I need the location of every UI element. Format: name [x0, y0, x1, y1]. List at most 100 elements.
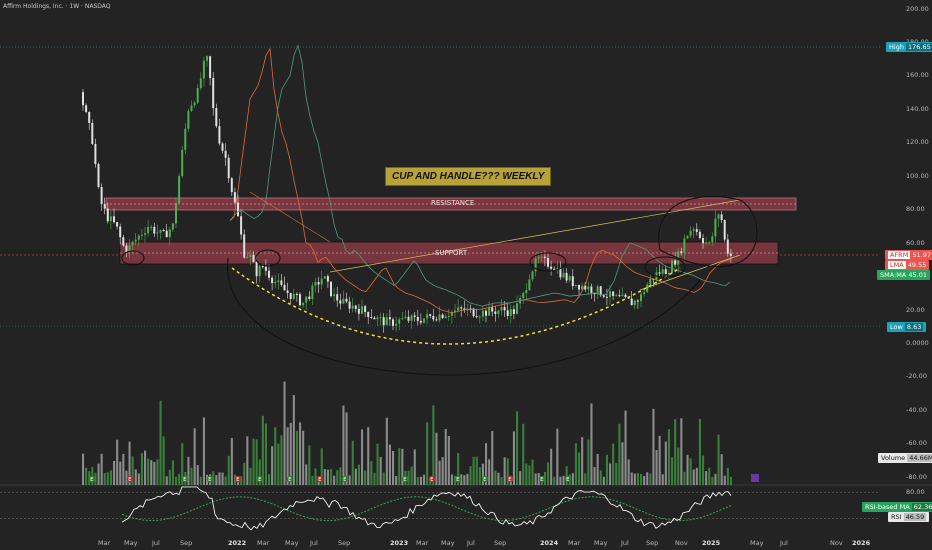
lma-line	[229, 47, 731, 313]
volume-bar	[295, 430, 298, 485]
candle-body	[525, 290, 528, 294]
candle-body	[100, 187, 103, 205]
candle-body	[348, 301, 351, 309]
candle-body	[540, 256, 543, 258]
candle-body	[463, 308, 466, 311]
earnings-marker	[286, 475, 294, 483]
afrm-price-tag: AFRM 51.97	[885, 250, 932, 260]
candle-body	[410, 315, 413, 321]
candle-body	[404, 316, 407, 319]
volume-bar	[140, 453, 143, 485]
volume-bar	[339, 467, 342, 485]
volume-bar	[599, 470, 602, 485]
price-tick: 20.00	[906, 305, 925, 314]
candle-body	[450, 311, 453, 316]
time-tick: Sep	[646, 539, 659, 547]
volume-bar	[379, 457, 382, 485]
candle-body	[537, 257, 540, 259]
time-tick: Nov	[830, 539, 843, 547]
candle-body	[574, 284, 577, 287]
volume-bar	[314, 468, 317, 485]
volume-bar	[150, 460, 153, 485]
sma-line	[229, 44, 731, 307]
candle-body	[150, 226, 153, 228]
low-label: Low	[890, 323, 903, 331]
time-tick: Jul	[621, 539, 629, 547]
volume-bar	[553, 476, 556, 485]
candle-body	[357, 308, 360, 314]
volume-bar	[692, 469, 695, 485]
candle-body	[153, 226, 156, 234]
volume-bar	[82, 453, 85, 485]
volume-bar	[432, 405, 435, 485]
volume-bar	[165, 476, 168, 485]
volume-bar	[159, 400, 162, 485]
earnings-marker-label: E	[208, 477, 211, 483]
candle-body	[454, 310, 456, 312]
cup-handle-note[interactable]: CUP AND HANDLE??? WEEKLY	[385, 167, 552, 186]
volume-bar	[230, 438, 233, 485]
candle-body	[478, 316, 481, 318]
candle-body	[305, 296, 308, 303]
cup-curve	[231, 267, 681, 345]
time-tick: 2026	[852, 539, 871, 547]
volume-bar	[283, 381, 286, 485]
candle-body	[692, 229, 695, 231]
volume-bar	[450, 474, 453, 485]
candle-body	[175, 202, 177, 224]
volume-bar	[488, 459, 491, 485]
candle-body	[91, 122, 94, 144]
volume-bar	[661, 474, 664, 485]
candle-body	[323, 276, 326, 279]
candle-body	[516, 303, 518, 314]
candle-body	[633, 300, 636, 306]
candle-body	[336, 294, 339, 301]
candle-body	[193, 102, 196, 106]
volume-bar	[249, 467, 252, 485]
earnings-marker	[538, 475, 546, 483]
volume-bar	[221, 472, 224, 485]
volume-bar	[463, 475, 466, 485]
time-tick: May	[750, 539, 764, 547]
candle-body	[224, 150, 227, 158]
rsi-ma-label: RSI-based MA	[865, 503, 910, 511]
candle-body	[292, 294, 295, 299]
volume-bar	[224, 476, 227, 485]
volume-bar	[116, 439, 119, 485]
candle-body	[302, 302, 305, 306]
candle-body	[283, 284, 286, 291]
candle-body	[674, 260, 677, 265]
price-tick: 200.00	[906, 4, 929, 13]
volume-bar	[289, 422, 292, 485]
earnings-marker-label: E	[90, 477, 93, 483]
candle-body	[401, 318, 404, 320]
volume-bar	[94, 472, 97, 485]
support-touch-circle-4	[644, 256, 686, 278]
volume-bar	[698, 418, 701, 485]
support-touch-circle-1	[121, 250, 145, 266]
candle-body	[202, 60, 205, 79]
volume-bar	[729, 476, 732, 485]
volume-bar	[562, 475, 565, 485]
earnings-marker-label: E	[318, 477, 321, 483]
candle-body	[243, 234, 246, 258]
volume-bar	[609, 463, 612, 485]
earnings-marker	[401, 475, 409, 483]
volume-bar	[147, 458, 150, 485]
volume-bar	[630, 472, 633, 485]
lma-label: LMA	[888, 261, 906, 269]
volume-bar	[469, 466, 472, 485]
volume-bar	[153, 462, 156, 485]
price-tick: 100.00	[906, 171, 929, 180]
volume-bar	[345, 412, 348, 485]
candle-body	[457, 307, 460, 311]
candle-body	[708, 242, 711, 244]
earnings-marker	[256, 475, 264, 483]
volume-bar	[460, 474, 463, 485]
volume-bar	[308, 445, 311, 485]
volume-bar	[106, 472, 109, 485]
candle-body	[199, 78, 202, 89]
candle-body	[190, 105, 193, 111]
earnings-marker	[341, 475, 349, 483]
